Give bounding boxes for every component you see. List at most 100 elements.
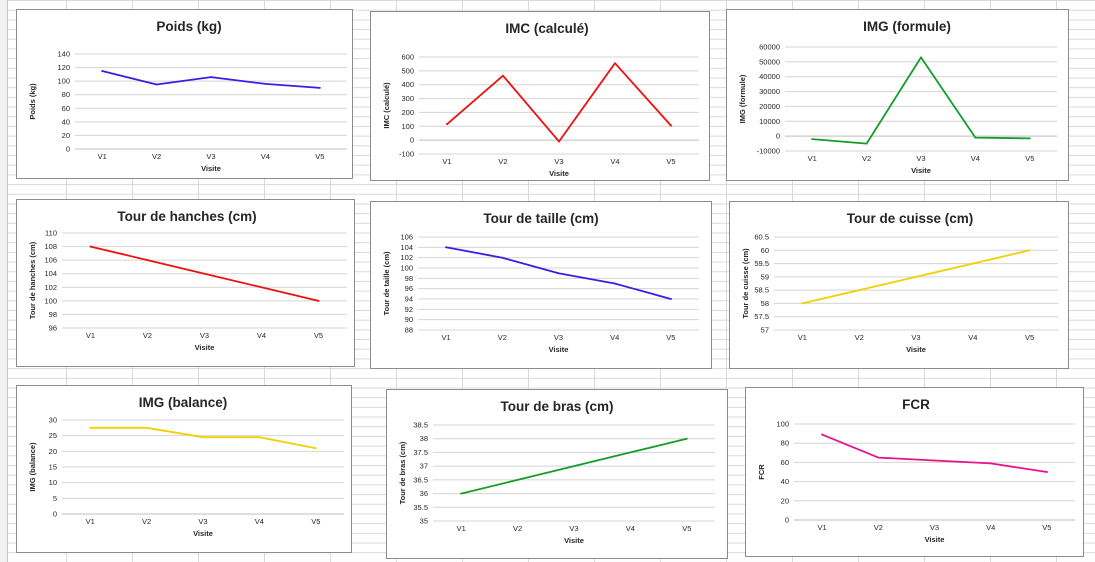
y-axis-label: FCR bbox=[757, 464, 766, 480]
series-line-imc bbox=[446, 62, 672, 143]
y-tick-label: 59 bbox=[761, 272, 769, 281]
chart-title: Tour de taille (cm) bbox=[483, 211, 598, 226]
y-tick-label: 100 bbox=[44, 296, 57, 305]
chart-tour-de-bras[interactable]: Tour de bras (cm) 35 35.5 36 36.5 37 37.5 38 38.… bbox=[386, 389, 728, 559]
x-tick-label: V5 bbox=[315, 152, 324, 161]
data-point bbox=[318, 87, 321, 89]
y-tick-label: 15 bbox=[49, 463, 57, 472]
data-point bbox=[260, 286, 263, 289]
x-tick-label: V4 bbox=[257, 331, 266, 340]
y-tick-label: 104 bbox=[400, 243, 413, 252]
x-tick-label: V3 bbox=[554, 333, 563, 342]
data-point bbox=[1046, 471, 1048, 473]
data-point bbox=[915, 275, 917, 278]
y-tick-label: 60.5 bbox=[754, 233, 769, 242]
y-tick-label: 36 bbox=[420, 489, 428, 498]
x-tick-label: V1 bbox=[86, 331, 95, 340]
x-axis-label: Visite bbox=[564, 536, 584, 545]
data-point bbox=[155, 83, 158, 86]
data-point bbox=[573, 465, 575, 468]
chart-fcr[interactable]: FCR 0 20 40 60 80 100 V1 V2 V3 V4 V5 Visite FCR bbox=[745, 387, 1084, 557]
chart-img-formule[interactable]: IMG (formule) -10000 0 10000 20000 30000 40000… bbox=[726, 9, 1069, 181]
chart-svg: Tour de cuisse (cm) 57 57.5 58 58.5 59 59.5 60 6… bbox=[741, 211, 1058, 354]
x-tick-label: V1 bbox=[808, 154, 817, 163]
x-tick-label: V2 bbox=[513, 524, 522, 533]
x-tick-label: V1 bbox=[98, 152, 107, 161]
data-point bbox=[145, 426, 148, 429]
chart-poids[interactable]: Poids (kg) 0 20 40 60 80 100 120 140 V1 V2 V3 V4 V5 Vi… bbox=[16, 9, 353, 179]
y-tick-label: 98 bbox=[405, 274, 413, 283]
y-tick-label: 104 bbox=[44, 269, 57, 278]
y-axis-label: Poids (kg) bbox=[28, 83, 37, 120]
x-axis-label: Visite bbox=[549, 169, 569, 178]
y-tick-label: 40 bbox=[781, 477, 789, 486]
y-axis-label: IMG (balance) bbox=[28, 442, 37, 492]
y-tick-label: 96 bbox=[405, 284, 413, 293]
data-point bbox=[89, 245, 92, 248]
x-tick-label: V2 bbox=[143, 331, 152, 340]
chart-tour-de-cuisse[interactable]: Tour de cuisse (cm) 57 57.5 58 58.5 59 59.5 60 6… bbox=[729, 201, 1069, 369]
x-tick-label: V4 bbox=[986, 523, 995, 532]
y-tick-label: 20000 bbox=[759, 102, 780, 111]
x-axis-label: Visite bbox=[195, 343, 215, 352]
chart-svg: IMG (balance) 0 5 10 15 20 25 30 V1 V2 V3 V4 V5 Visit… bbox=[28, 395, 344, 538]
chart-svg: FCR 0 20 40 60 80 100 V1 V2 V3 V4 V5 Visite FCR bbox=[757, 397, 1075, 544]
y-tick-label: 98 bbox=[49, 310, 57, 319]
y-tick-label: 38.5 bbox=[413, 421, 428, 430]
y-tick-label: 300 bbox=[401, 94, 414, 103]
y-tick-label: 100 bbox=[776, 420, 789, 429]
x-tick-label: V3 bbox=[198, 517, 207, 526]
y-tick-label: 50000 bbox=[759, 57, 780, 66]
data-point bbox=[446, 123, 448, 126]
data-point bbox=[989, 462, 992, 465]
data-point bbox=[629, 451, 632, 454]
data-point bbox=[317, 299, 320, 302]
chart-tour-de-hanches[interactable]: Tour de hanches (cm) 96 98 100 102 104 106 108 1… bbox=[16, 199, 355, 367]
y-tick-label: 100 bbox=[57, 77, 70, 86]
chart-title: FCR bbox=[902, 397, 930, 412]
x-tick-label: V1 bbox=[457, 524, 466, 533]
y-tick-label: 38 bbox=[420, 434, 428, 443]
data-point bbox=[971, 262, 974, 265]
chart-svg: Poids (kg) 0 20 40 60 80 100 120 140 V1 V2 V3 V4 V5 Vi… bbox=[28, 19, 347, 173]
y-tick-label: 58 bbox=[761, 299, 769, 308]
y-tick-label: 58.5 bbox=[754, 286, 769, 295]
x-tick-label: V5 bbox=[314, 331, 323, 340]
chart-svg: IMC (calculé) -100 0 100 200 300 400 500 600 V1 V2… bbox=[382, 21, 699, 178]
x-axis-label: Visite bbox=[906, 345, 926, 354]
data-point bbox=[516, 478, 519, 481]
x-tick-label: V4 bbox=[626, 524, 635, 533]
y-tick-label: 59.5 bbox=[754, 259, 769, 268]
chart-imc[interactable]: IMC (calculé) -100 0 100 200 300 400 500 600 V1 V2… bbox=[370, 11, 710, 181]
x-tick-label: V1 bbox=[798, 333, 807, 342]
y-axis-label: IMC (calculé) bbox=[382, 82, 391, 129]
y-tick-label: 600 bbox=[401, 53, 414, 62]
y-tick-label: 10 bbox=[49, 478, 57, 487]
x-tick-label: V5 bbox=[1025, 333, 1034, 342]
chart-tour-de-taille[interactable]: Tour de taille (cm) 88 90 92 94 96 98 100 102 104… bbox=[370, 201, 712, 369]
data-point bbox=[865, 142, 868, 145]
series-line-fcr bbox=[821, 433, 1048, 473]
x-tick-label: V1 bbox=[86, 517, 95, 526]
y-tick-label: 88 bbox=[405, 326, 413, 335]
data-point bbox=[821, 433, 823, 436]
data-point bbox=[558, 140, 560, 143]
y-tick-label: 0 bbox=[776, 132, 780, 141]
y-tick-label: 10000 bbox=[759, 117, 780, 126]
x-tick-label: V3 bbox=[930, 523, 939, 532]
x-tick-label: V4 bbox=[610, 157, 619, 166]
x-tick-label: V2 bbox=[874, 523, 883, 532]
x-tick-label: V2 bbox=[142, 517, 151, 526]
x-tick-label: V3 bbox=[911, 333, 920, 342]
y-tick-label: 60 bbox=[781, 458, 789, 467]
chart-svg: Tour de bras (cm) 35 35.5 36 36.5 37 37.5 38 38.… bbox=[398, 399, 715, 545]
y-tick-label: 92 bbox=[405, 305, 413, 314]
x-tick-label: V2 bbox=[862, 154, 871, 163]
data-point bbox=[613, 282, 616, 285]
x-tick-label: V4 bbox=[255, 517, 264, 526]
x-tick-label: V2 bbox=[152, 152, 161, 161]
y-tick-label: 102 bbox=[400, 253, 413, 262]
chart-img-balance[interactable]: IMG (balance) 0 5 10 15 20 25 30 V1 V2 V3 V4 V5 Visit… bbox=[16, 385, 352, 553]
y-tick-label: 57.5 bbox=[754, 312, 769, 321]
x-tick-label: V1 bbox=[442, 333, 451, 342]
